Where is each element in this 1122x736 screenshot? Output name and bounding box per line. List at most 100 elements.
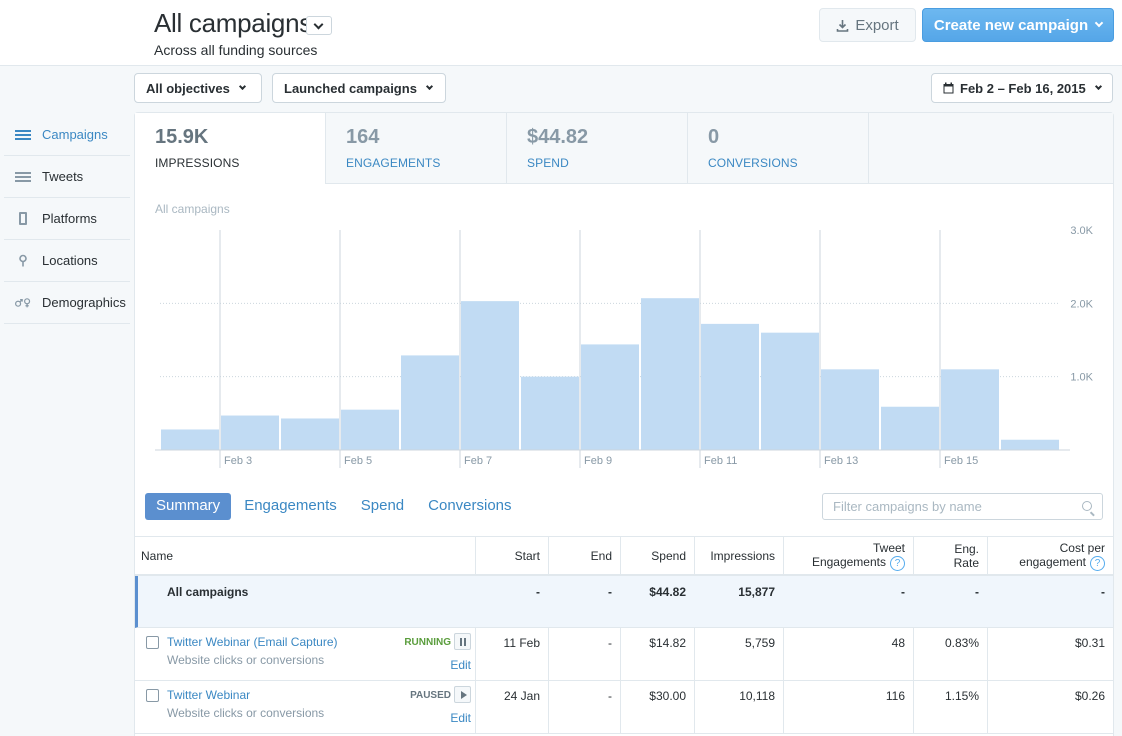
tab-engagements[interactable]: 164 ENGAGEMENTS <box>326 113 507 183</box>
pin-icon <box>14 254 32 268</box>
search-placeholder: Filter campaigns by name <box>833 499 982 514</box>
col-end[interactable]: End <box>548 537 620 575</box>
cell-engagements: 116 <box>783 681 913 733</box>
header-line: Rate <box>953 556 979 570</box>
objectives-dropdown[interactable]: All objectives <box>134 73 262 103</box>
col-start[interactable]: Start <box>475 537 548 575</box>
x-tick-label: Feb 11 <box>704 455 737 467</box>
pause-button[interactable] <box>454 633 471 650</box>
metric-label: IMPRESSIONS <box>155 156 240 170</box>
export-button[interactable]: Export <box>819 8 916 42</box>
table-row: Twitter Webinar Website clicks or conver… <box>135 681 1113 734</box>
metric-label: ENGAGEMENTS <box>346 156 441 170</box>
chart-bar <box>641 298 699 450</box>
cell-rate: 0.83% <box>913 628 987 680</box>
table-row-total: All campaigns - - $44.82 15,877 - - - <box>135 576 1113 628</box>
tab-summary[interactable]: Summary <box>145 493 232 520</box>
sidebar-item-demographics[interactable]: Demographics <box>4 282 130 324</box>
sidebar-item-label: Campaigns <box>42 127 108 142</box>
chart-bar <box>341 409 399 450</box>
main-panel: 15.9K IMPRESSIONS 164 ENGAGEMENTS $44.82… <box>134 112 1114 736</box>
chart-bar <box>521 376 579 450</box>
edit-link[interactable]: Edit <box>450 658 471 672</box>
col-cost-per-engagement[interactable]: Cost per engagement? <box>987 537 1113 575</box>
header-line: Engagements <box>811 555 886 569</box>
campaign-name-link[interactable]: Twitter Webinar (Email Capture) <box>167 635 338 649</box>
metric-value: $44.82 <box>527 126 589 148</box>
sidebar-item-locations[interactable]: Locations <box>4 240 130 282</box>
chart-bar <box>761 332 819 450</box>
tab-spend-view[interactable]: Spend <box>360 497 405 514</box>
cell-end: - <box>548 681 620 733</box>
phone-icon <box>14 212 32 226</box>
campaign-objective: Website clicks or conversions <box>167 653 325 667</box>
campaigns-table: Name Start End Spend Impressions Tweet En… <box>135 536 1113 734</box>
cell-start: 24 Jan <box>475 681 548 733</box>
x-tick-label: Feb 3 <box>224 455 252 467</box>
header-line: Cost per <box>1059 541 1105 555</box>
page-subtitle: Across all funding sources <box>154 42 318 58</box>
col-tweet-engagements[interactable]: Tweet Engagements? <box>783 537 913 575</box>
pause-icon <box>459 637 466 646</box>
tab-engagements-view[interactable]: Engagements <box>244 497 337 514</box>
tab-impressions[interactable]: 15.9K IMPRESSIONS <box>135 113 326 184</box>
chevron-down-icon <box>1094 82 1102 90</box>
col-eng-rate[interactable]: Eng. Rate <box>913 537 987 575</box>
help-icon[interactable]: ? <box>890 556 905 571</box>
date-range-label: Feb 2 – Feb 16, 2015 <box>960 80 1086 96</box>
chevron-down-icon <box>425 82 433 90</box>
tab-conversions[interactable]: 0 CONVERSIONS <box>688 113 869 183</box>
metric-value: 15.9K <box>155 126 209 148</box>
chart-bar <box>281 418 339 450</box>
cell-spend: $30.00 <box>620 681 694 733</box>
row-checkbox[interactable] <box>146 636 159 649</box>
date-range-picker[interactable]: Feb 2 – Feb 16, 2015 <box>931 73 1113 103</box>
sidebar-item-label: Locations <box>42 253 98 268</box>
chart-bar <box>401 355 459 450</box>
metric-tabs: 15.9K IMPRESSIONS 164 ENGAGEMENTS $44.82… <box>135 113 1113 184</box>
sidebar-item-platforms[interactable]: Platforms <box>4 198 130 240</box>
campaign-search-input[interactable]: Filter campaigns by name <box>822 493 1103 520</box>
status-badge: RUNNING <box>404 637 451 648</box>
search-icon <box>1082 501 1092 511</box>
page-header: All campaigns Across all funding sources… <box>0 0 1122 66</box>
x-tick-label: Feb 15 <box>944 455 978 467</box>
edit-link[interactable]: Edit <box>450 711 471 725</box>
campaign-state-dropdown[interactable]: Launched campaigns <box>272 73 446 103</box>
sidebar-item-label: Tweets <box>42 169 84 184</box>
create-campaign-button[interactable]: Create new campaign <box>922 8 1114 42</box>
title-dropdown-button[interactable] <box>306 16 332 35</box>
total-start: - <box>536 585 540 599</box>
campaign-name-link[interactable]: Twitter Webinar <box>167 688 251 702</box>
play-icon <box>460 690 467 699</box>
status-badge: PAUSED <box>410 690 451 701</box>
chart-bar <box>461 301 519 450</box>
sidebar-item-label: Demographics <box>42 295 126 310</box>
metric-label: SPEND <box>527 156 569 170</box>
help-icon[interactable]: ? <box>1090 556 1105 571</box>
chart-bar <box>701 323 759 450</box>
cell-engagements: 48 <box>783 628 913 680</box>
total-impressions: 15,877 <box>738 585 775 599</box>
col-spend[interactable]: Spend <box>620 537 694 575</box>
tab-conversions-view[interactable]: Conversions <box>428 497 512 514</box>
x-tick-label: Feb 9 <box>584 455 612 467</box>
x-tick-label: Feb 13 <box>824 455 858 467</box>
sidebar-item-label: Platforms <box>42 211 97 226</box>
calendar-icon <box>943 82 954 94</box>
play-button[interactable] <box>454 686 471 703</box>
col-name[interactable]: Name <box>141 549 174 563</box>
x-tick-label: Feb 5 <box>344 455 372 467</box>
cell-cpe: $0.26 <box>987 681 1113 733</box>
tab-spend[interactable]: $44.82 SPEND <box>507 113 688 183</box>
objectives-label: All objectives <box>146 80 230 96</box>
sidebar-item-tweets[interactable]: Tweets <box>4 156 130 198</box>
col-impressions[interactable]: Impressions <box>694 537 783 575</box>
y-tick-label: 3.0K <box>1070 225 1093 237</box>
sidebar: Campaigns Tweets Platforms Locations Dem… <box>4 114 130 324</box>
cell-cpe: $0.31 <box>987 628 1113 680</box>
total-rate: - <box>975 585 979 599</box>
chart-bar <box>881 406 939 450</box>
row-checkbox[interactable] <box>146 689 159 702</box>
sidebar-item-campaigns[interactable]: Campaigns <box>4 114 130 156</box>
